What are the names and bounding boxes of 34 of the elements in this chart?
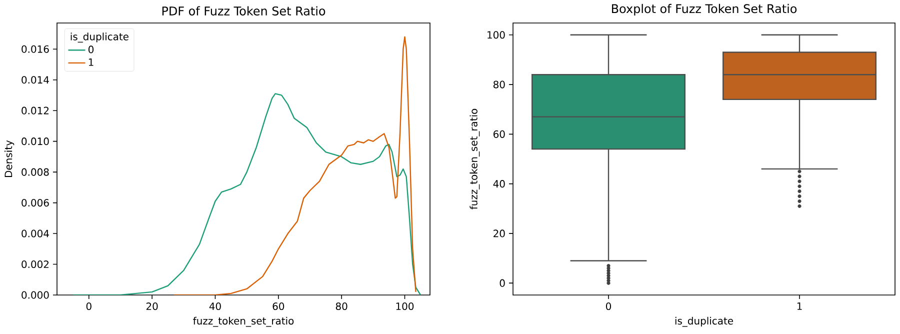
y-axis-title: fuzz_token_set_ratio — [470, 108, 480, 210]
y-tick-label: 0.014 — [22, 76, 49, 84]
x-axis-title: is_duplicate — [675, 316, 734, 327]
y-tick-label: 60 — [494, 130, 505, 138]
y-tick-label: 0.002 — [22, 260, 48, 268]
chart-title: PDF of Fuzz Token Set Ratio — [162, 6, 326, 16]
y-tick-label: 0.010 — [22, 138, 49, 146]
x-tick-label: 20 — [146, 302, 158, 310]
y-tick-label: 0.008 — [22, 168, 49, 176]
y-axis-title: Density — [4, 140, 14, 177]
y-tick-label: 40 — [493, 180, 505, 188]
line-series — [72, 93, 422, 295]
y-tick-label: 0.004 — [22, 230, 49, 238]
x-axis-title: fuzz_token_set_ratio — [193, 316, 294, 327]
y-tick-label: 20 — [494, 230, 505, 238]
y-tick-label: 0.000 — [22, 291, 49, 299]
y-tick-label: 100 — [488, 31, 505, 39]
legend-label: 0 — [88, 46, 94, 54]
legend-label: 1 — [88, 58, 94, 66]
legend-title: is_duplicate — [70, 32, 128, 43]
x-tick-label: 1 — [797, 302, 802, 310]
y-tick-label: 0.006 — [22, 199, 49, 207]
y-tick-label: 0.016 — [22, 45, 49, 53]
y-tick-label: 80 — [493, 80, 505, 88]
x-tick-label: 80 — [336, 302, 348, 310]
line-series — [174, 36, 416, 295]
x-tick-label: 40 — [209, 302, 221, 310]
chart-title: Boxplot of Fuzz Token Set Ratio — [612, 4, 797, 16]
y-tick-label: 0.012 — [22, 106, 48, 114]
x-tick-label: 60 — [272, 302, 284, 310]
x-tick-label: 0 — [86, 302, 92, 310]
x-tick-label: 0 — [606, 302, 612, 310]
y-tick-label: 0 — [500, 279, 505, 287]
x-tick-label: 100 — [396, 302, 414, 310]
